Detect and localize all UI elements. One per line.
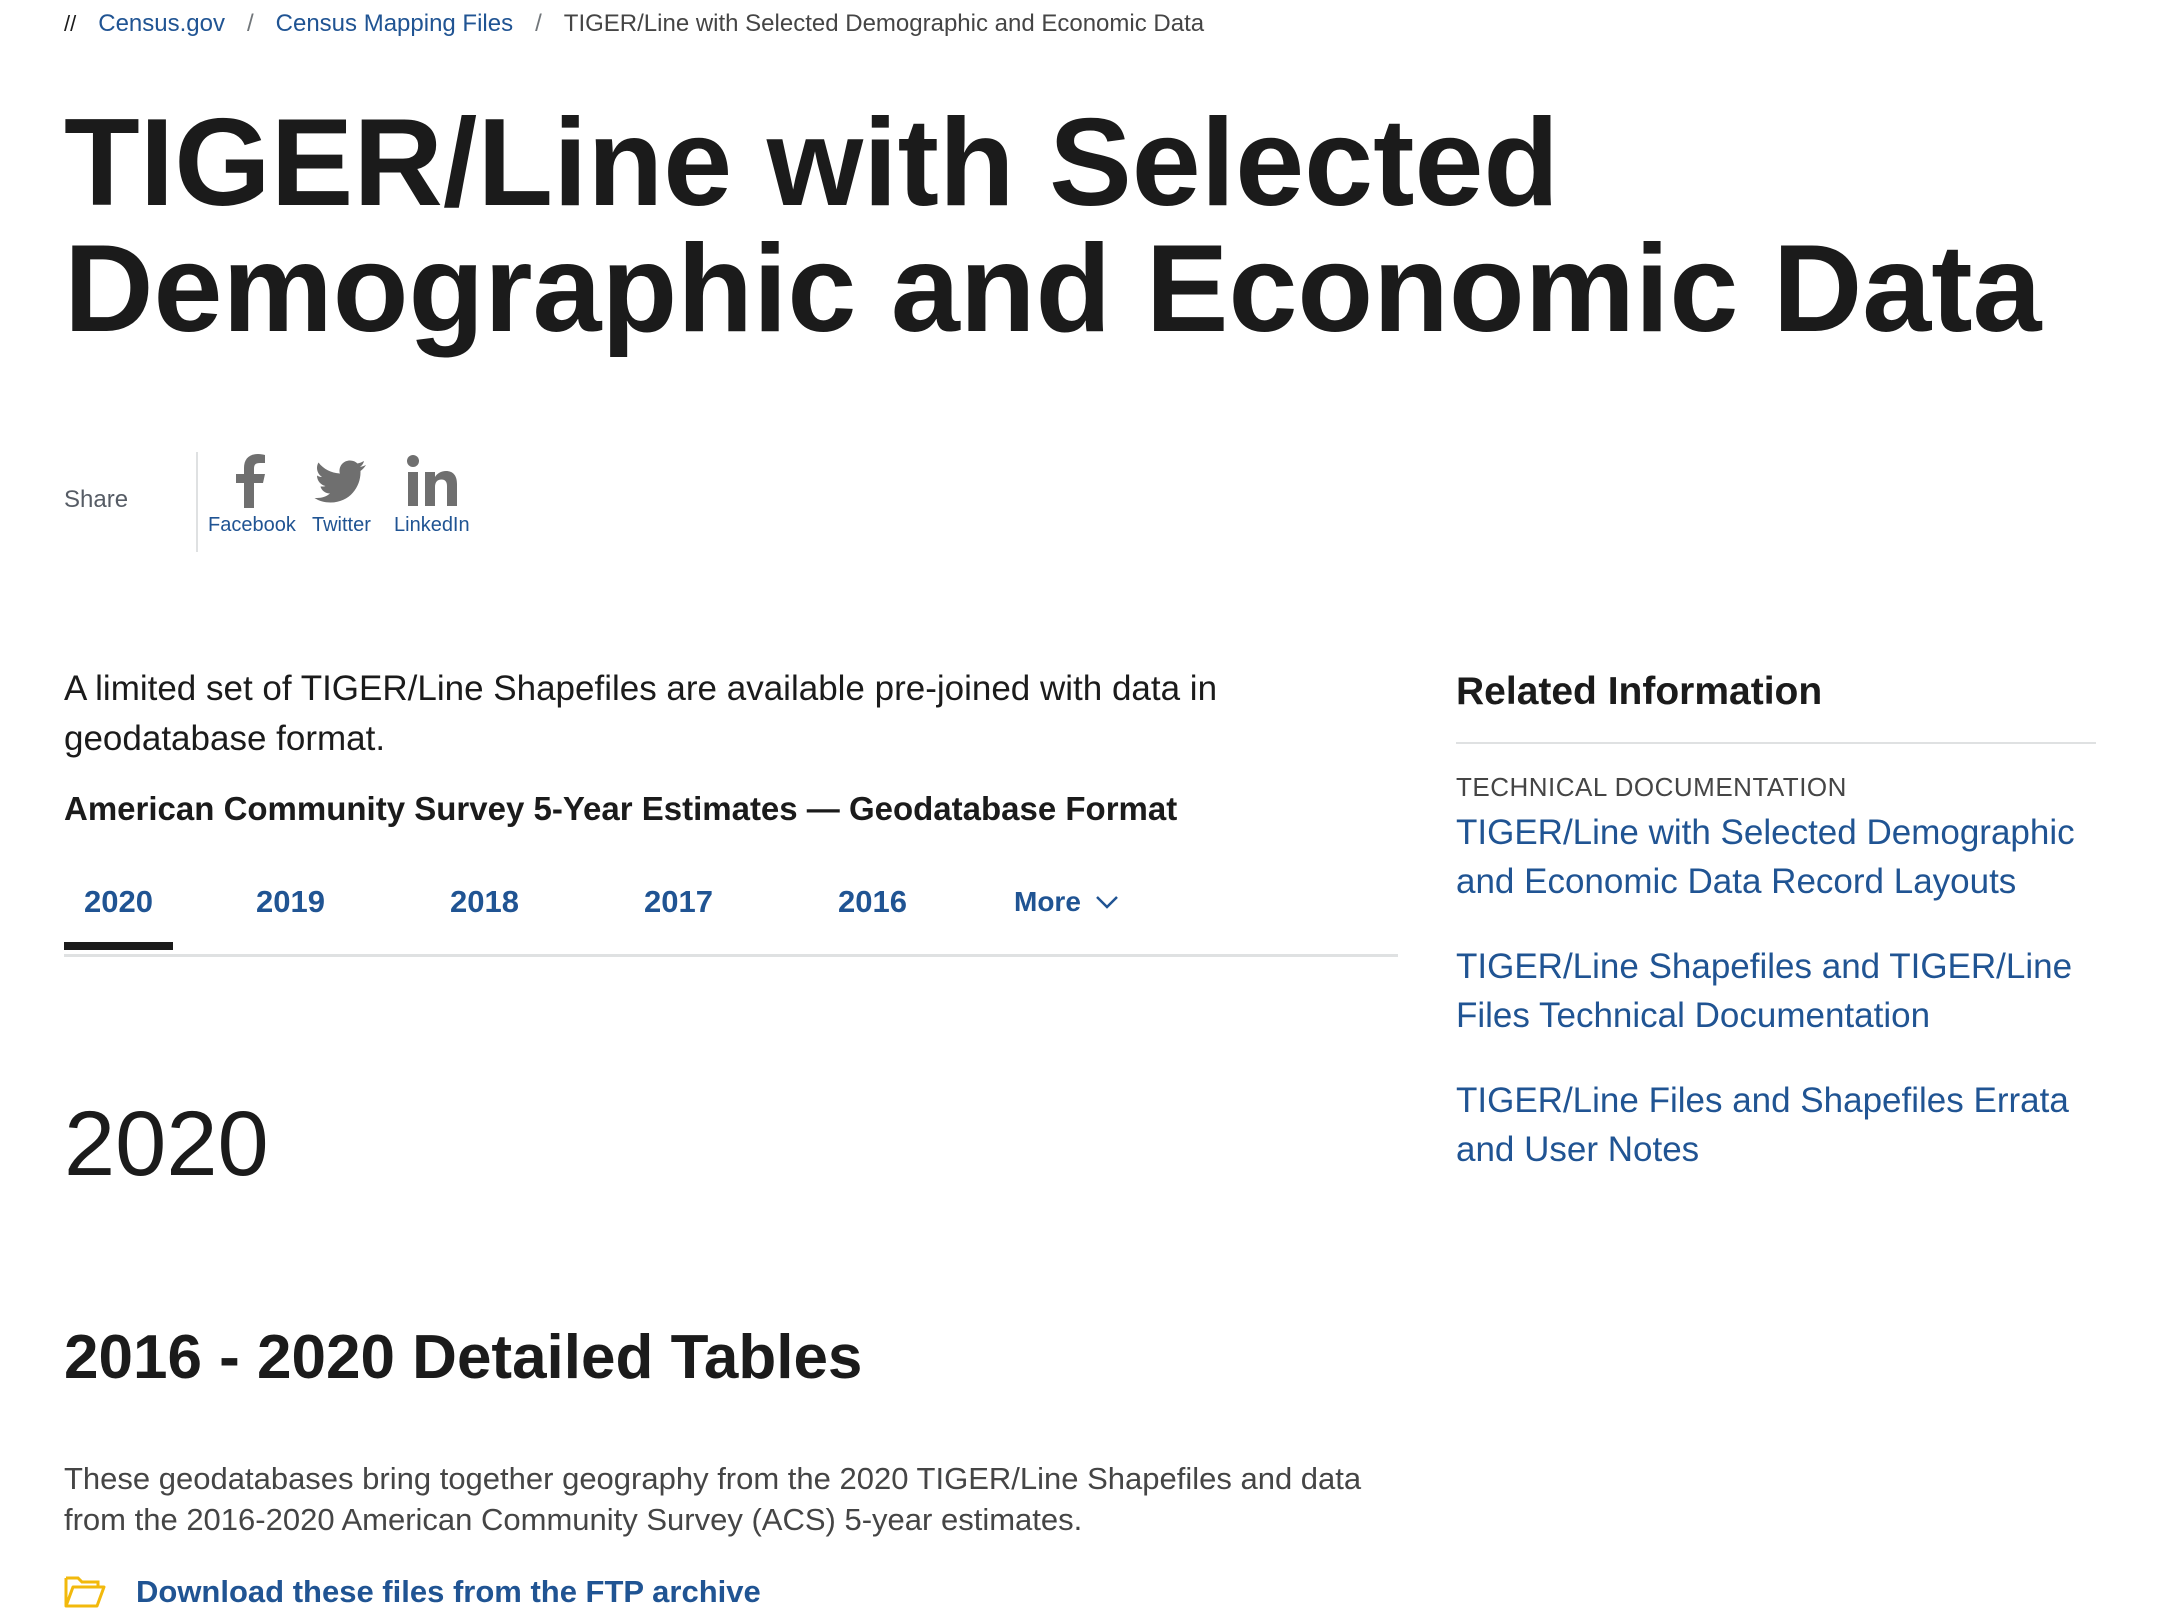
tab-2020[interactable]: 2020 bbox=[64, 884, 173, 950]
share-divider bbox=[196, 452, 198, 552]
share-twitter-button[interactable]: Twitter bbox=[312, 454, 371, 537]
breadcrumb: // Census.gov / Census Mapping Files / T… bbox=[64, 8, 1204, 40]
section-description: These geodatabases bring together geogra… bbox=[64, 1461, 1362, 1537]
year-heading: 2020 bbox=[64, 1093, 269, 1195]
tab-2016[interactable]: 2016 bbox=[838, 884, 907, 919]
related-link-record-layouts[interactable]: TIGER/Line with Selected Demographic and… bbox=[1456, 813, 2075, 901]
tab-2018[interactable]: 2018 bbox=[450, 884, 519, 919]
folder-open-icon bbox=[64, 1576, 106, 1608]
facebook-icon bbox=[235, 454, 265, 508]
share-facebook-button[interactable]: Facebook bbox=[208, 454, 296, 537]
breadcrumb-link-census-gov[interactable]: Census.gov bbox=[98, 10, 225, 37]
related-information-title: Related Information bbox=[1456, 670, 1823, 713]
year-tabs: 2020 2019 2018 2017 2016 More bbox=[64, 870, 1398, 957]
breadcrumb-prefix: // bbox=[64, 11, 77, 36]
share-linkedin-label: LinkedIn bbox=[394, 514, 470, 536]
share-label: Share bbox=[64, 486, 129, 513]
share-twitter-label: Twitter bbox=[312, 514, 371, 536]
breadcrumb-current: TIGER/Line with Selected Demographic and… bbox=[563, 10, 1205, 37]
related-link-technical-documentation[interactable]: TIGER/Line Shapefiles and TIGER/Line Fil… bbox=[1456, 947, 2073, 1035]
ftp-download-link[interactable]: Download these files from the FTP archiv… bbox=[64, 1574, 761, 1610]
share-linkedin-button[interactable]: LinkedIn bbox=[394, 454, 470, 537]
breadcrumb-separator: / bbox=[246, 10, 254, 37]
related-link-errata-user-notes[interactable]: TIGER/Line Files and Shapefiles Errata a… bbox=[1456, 1081, 2069, 1169]
twitter-icon bbox=[314, 460, 367, 503]
tab-2019[interactable]: 2019 bbox=[256, 884, 325, 919]
intro-text: A limited set of TIGER/Line Shapefiles a… bbox=[64, 669, 1218, 758]
tab-more-label: More bbox=[1014, 886, 1081, 917]
tab-2017[interactable]: 2017 bbox=[644, 884, 713, 919]
acs-title: American Community Survey 5-Year Estimat… bbox=[64, 790, 1178, 827]
linkedin-icon bbox=[406, 455, 457, 506]
breadcrumb-link-census-mapping-files[interactable]: Census Mapping Files bbox=[275, 10, 514, 37]
breadcrumb-separator: / bbox=[535, 10, 542, 37]
section-heading: 2016 - 2020 Detailed Tables bbox=[64, 1323, 863, 1392]
chevron-down-icon bbox=[1096, 896, 1118, 909]
page-title: TIGER/Line with Selected Demographic and… bbox=[64, 94, 2042, 358]
ftp-download-label: Download these files from the FTP archiv… bbox=[136, 1574, 761, 1609]
technical-documentation-label: TECHNICAL DOCUMENTATION bbox=[1456, 772, 1847, 802]
share-facebook-label: Facebook bbox=[208, 514, 296, 536]
tab-more-dropdown[interactable]: More bbox=[1014, 886, 1119, 918]
related-divider bbox=[1456, 742, 2096, 744]
